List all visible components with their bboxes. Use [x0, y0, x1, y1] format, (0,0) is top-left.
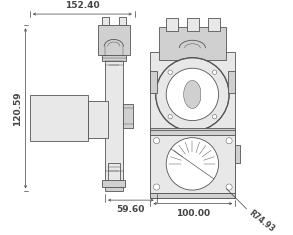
- Circle shape: [154, 138, 160, 144]
- Bar: [228, 71, 235, 93]
- Circle shape: [156, 58, 229, 131]
- Circle shape: [212, 114, 217, 119]
- Text: 152.40: 152.40: [65, 1, 100, 10]
- Bar: [122, 104, 133, 129]
- Bar: [159, 27, 226, 60]
- Bar: [151, 52, 235, 197]
- Circle shape: [226, 138, 232, 144]
- Bar: [108, 163, 120, 182]
- Circle shape: [226, 184, 232, 190]
- Text: 59.60: 59.60: [117, 205, 145, 214]
- Bar: [105, 50, 122, 180]
- Text: 100.00: 100.00: [176, 209, 210, 218]
- Bar: [151, 193, 235, 197]
- Circle shape: [166, 68, 219, 121]
- Bar: [235, 145, 241, 163]
- Bar: [151, 135, 235, 193]
- Polygon shape: [184, 80, 201, 108]
- Circle shape: [154, 184, 160, 190]
- Bar: [102, 17, 108, 25]
- Circle shape: [168, 70, 172, 74]
- Bar: [88, 102, 108, 138]
- Circle shape: [212, 70, 217, 74]
- Bar: [105, 187, 122, 191]
- Bar: [151, 71, 157, 93]
- Bar: [119, 17, 126, 25]
- Bar: [98, 25, 130, 55]
- Bar: [30, 95, 88, 141]
- Circle shape: [188, 88, 197, 97]
- Bar: [103, 180, 125, 187]
- Text: R74.93: R74.93: [248, 208, 277, 234]
- Bar: [208, 18, 220, 31]
- Bar: [151, 128, 235, 135]
- Bar: [166, 18, 178, 31]
- Bar: [187, 18, 200, 31]
- Text: 120.59: 120.59: [13, 91, 22, 126]
- Bar: [102, 55, 126, 61]
- Circle shape: [168, 114, 172, 119]
- Circle shape: [166, 138, 219, 190]
